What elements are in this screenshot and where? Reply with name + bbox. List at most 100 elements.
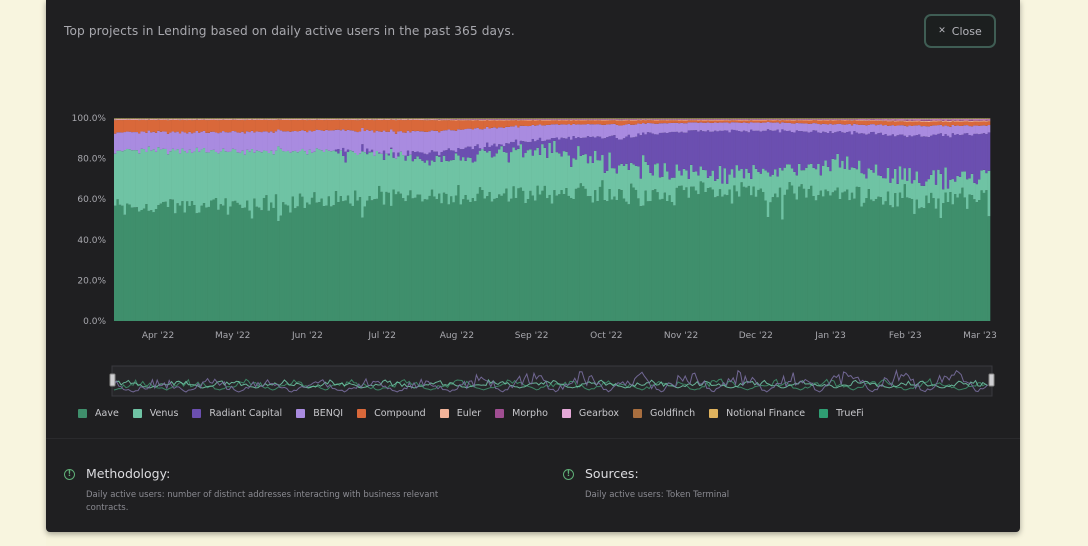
bar-segment	[975, 133, 979, 185]
bar-segment	[265, 119, 268, 132]
bar-segment	[169, 199, 172, 321]
bar-segment	[366, 148, 369, 155]
bar-segment	[289, 131, 292, 153]
bar-segment	[654, 119, 657, 121]
bar-segment	[270, 119, 273, 132]
info-icon: !	[64, 469, 75, 480]
bar-segment	[330, 130, 333, 152]
bar-segment	[253, 198, 256, 321]
legend-item[interactable]: Notional Finance	[709, 408, 805, 419]
bar-segment	[819, 190, 823, 321]
bar-segment	[145, 119, 148, 121]
bar-segment	[946, 119, 950, 121]
bar-segment	[666, 123, 669, 134]
legend-item[interactable]: Venus	[132, 408, 179, 419]
bar-segment	[682, 132, 686, 169]
bar-segment	[606, 119, 609, 121]
legend-item[interactable]: BENQI	[296, 408, 343, 419]
bar-segment	[934, 208, 938, 321]
bar-segment	[877, 120, 880, 125]
bar-segment	[586, 123, 590, 137]
bar-segment	[370, 152, 374, 201]
bar-segment	[781, 129, 784, 171]
bar-segment	[277, 129, 280, 147]
bar-segment	[577, 119, 580, 121]
bar-segment	[526, 199, 530, 321]
bar-segment	[519, 119, 523, 121]
bar-segment	[260, 210, 264, 321]
bar-segment	[565, 151, 568, 189]
bar-segment	[838, 131, 842, 168]
bar-segment	[639, 135, 643, 179]
bar-segment	[306, 119, 309, 121]
bar-segment	[325, 119, 328, 130]
bar-segment	[399, 193, 403, 321]
bar-segment	[171, 131, 175, 149]
bar-segment	[380, 191, 384, 321]
legend-item[interactable]: Goldfinch	[633, 408, 695, 419]
bar-segment	[810, 119, 813, 121]
bar-segment	[454, 120, 458, 131]
bar-segment	[882, 119, 885, 120]
bar-segment	[817, 132, 820, 164]
bar-segment	[949, 122, 952, 127]
bar-segment	[714, 130, 717, 181]
bar-segment	[358, 119, 362, 121]
bar-segment	[529, 149, 532, 191]
bar-segment	[416, 119, 420, 131]
bar-segment	[891, 118, 895, 120]
bar-segment	[656, 192, 660, 321]
close-button[interactable]: ✕ Close	[924, 14, 996, 48]
legend-item[interactable]: TrueFi	[819, 408, 864, 419]
bar-segment	[397, 119, 400, 120]
bar-segment	[649, 172, 652, 202]
bar-segment	[618, 125, 621, 140]
bar-segment	[342, 119, 345, 120]
bar-segment	[654, 120, 657, 124]
bar-segment	[858, 120, 861, 125]
bar-segment	[567, 195, 571, 321]
legend-item[interactable]: Gearbox	[561, 408, 619, 419]
bar-segment	[303, 130, 307, 152]
bar-segment	[498, 127, 501, 145]
bar-segment	[644, 161, 648, 191]
bar-segment	[927, 119, 931, 120]
bar-segment	[411, 119, 415, 131]
bar-segment	[908, 168, 912, 199]
bar-segment	[620, 120, 624, 121]
legend-item[interactable]: Radiant Capital	[192, 408, 282, 419]
bar-segment	[397, 119, 400, 132]
legend-item[interactable]: Euler	[439, 408, 481, 419]
bar-segment	[219, 151, 223, 205]
bar-segment	[142, 208, 146, 321]
legend-item[interactable]: Aave	[78, 408, 119, 419]
bar-segment	[908, 120, 912, 122]
bar-segment	[152, 131, 156, 150]
bar-segment	[584, 188, 588, 321]
bar-segment	[855, 132, 859, 170]
bar-segment	[579, 183, 583, 321]
bar-segment	[853, 120, 856, 124]
bar-segment	[435, 120, 439, 131]
bar-segment	[776, 176, 780, 198]
bar-segment	[937, 198, 940, 321]
bar-segment	[474, 201, 477, 321]
bar-segment	[291, 120, 295, 132]
bar-segment	[332, 119, 336, 121]
legend-item[interactable]: Compound	[357, 408, 426, 419]
bar-segment	[644, 120, 648, 124]
legend-label: Venus	[149, 408, 179, 419]
bar-segment	[692, 119, 696, 121]
legend-item[interactable]: Morpho	[495, 408, 548, 419]
bar-segment	[471, 119, 475, 121]
bar-segment	[718, 122, 722, 131]
bar-segment	[286, 150, 290, 206]
bar-segment	[459, 119, 463, 121]
bar-segment	[116, 132, 120, 151]
bar-segment	[303, 119, 307, 121]
bar-segment	[702, 119, 705, 121]
bar-segment	[817, 120, 820, 125]
bar-segment	[726, 120, 729, 123]
bar-segment	[630, 183, 633, 321]
bar-segment	[202, 130, 206, 149]
